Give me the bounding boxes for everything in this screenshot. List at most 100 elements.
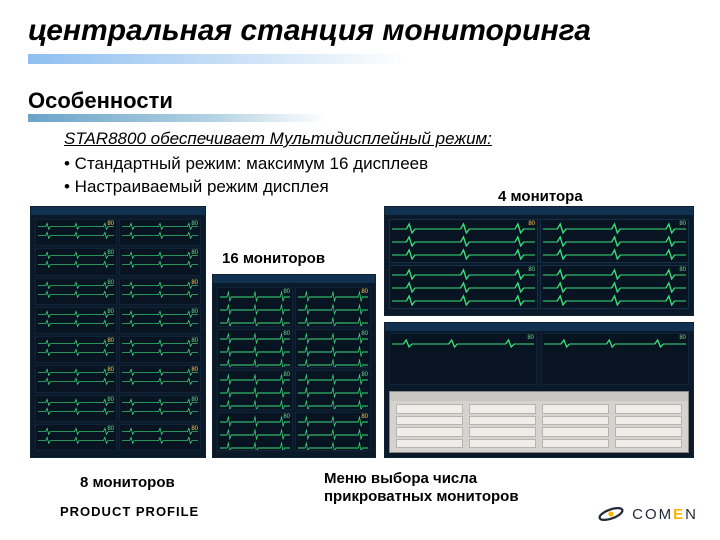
bullet-1: • Стандартный режим: максимум 16 дисплее…	[64, 153, 664, 176]
ecg-wave	[38, 348, 114, 356]
vital-number: 80	[283, 331, 290, 337]
dialog-cell	[542, 439, 609, 449]
ecg-wave	[298, 332, 368, 344]
monitor-cell: 80	[35, 307, 117, 334]
ecg-wave	[38, 231, 114, 239]
ecg-wave	[544, 338, 686, 348]
label-menu: Меню выбора числа прикроватных мониторов	[324, 470, 554, 506]
ecg-wave	[38, 368, 114, 376]
label-8-monitors: 8 мониторов	[80, 474, 175, 491]
vital-number: 80	[679, 335, 686, 341]
ecg-wave	[38, 427, 114, 435]
ecg-wave	[543, 222, 686, 234]
ecg-wave	[220, 415, 290, 427]
slide: центральная станция мониторинга Особенно…	[0, 0, 720, 540]
title-underline	[28, 54, 408, 64]
ecg-wave	[38, 339, 114, 347]
dialog-cell	[542, 416, 609, 426]
ecg-wave	[220, 290, 290, 302]
ecg-wave	[220, 345, 290, 357]
ecg-wave	[220, 358, 290, 369]
ecg-wave	[38, 260, 114, 268]
monitor-cell: 80	[541, 333, 689, 385]
ecg-wave	[220, 332, 290, 344]
monitor-grid-8: 8080808080808080	[217, 287, 371, 451]
vital-number: 80	[107, 221, 114, 227]
monitor-cell: 80	[35, 336, 117, 363]
dialog-cell	[469, 416, 536, 426]
label-16-monitors: 16 мониторов	[222, 250, 325, 267]
ecg-wave	[543, 294, 686, 306]
page-title-wrap: центральная станция мониторинга	[28, 14, 591, 48]
ecg-wave	[220, 386, 290, 398]
vital-number: 80	[528, 267, 535, 273]
screenshot-16-monitors: 80808080808080808080808080808080	[30, 206, 206, 458]
monitor-cell: 80	[119, 307, 201, 334]
monitor-cell: 80	[217, 370, 293, 410]
dialog-cell	[396, 404, 463, 414]
dialog-titlebar	[390, 392, 688, 401]
ecg-wave	[122, 319, 198, 327]
monitor-cell: 80	[295, 329, 371, 369]
ecg-wave	[543, 268, 686, 280]
ecg-wave	[392, 294, 535, 306]
label-4-monitors: 4 монитора	[498, 188, 583, 205]
screenshot-header	[385, 207, 693, 215]
screenshot-header	[213, 275, 375, 283]
monitor-cell: 80	[119, 336, 201, 363]
ecg-wave	[298, 441, 368, 452]
ecg-wave	[220, 428, 290, 440]
dialog-cell	[396, 427, 463, 437]
screenshot-menu: 80 80	[384, 322, 694, 458]
ecg-wave	[298, 428, 368, 440]
ecg-wave	[122, 281, 198, 289]
vital-number: 80	[361, 289, 368, 295]
vital-number: 80	[283, 372, 290, 378]
screenshot-4-monitors: 80 80 80 80	[384, 206, 694, 316]
ecg-wave	[38, 436, 114, 444]
vital-number: 80	[191, 338, 198, 344]
ecg-wave	[38, 290, 114, 298]
vital-number: 80	[679, 267, 686, 273]
vital-number: 80	[283, 414, 290, 420]
dialog-cell	[615, 416, 682, 426]
vital-number: 80	[107, 367, 114, 373]
ecg-wave	[122, 260, 198, 268]
section-underline	[28, 114, 328, 122]
ecg-wave	[220, 399, 290, 410]
monitor-cell: 80	[217, 412, 293, 452]
dialog-cell	[615, 427, 682, 437]
ecg-wave	[122, 427, 198, 435]
monitor-cell: 80	[35, 365, 117, 392]
monitor-cell: 80	[540, 265, 689, 309]
page-title: центральная станция мониторинга	[28, 14, 591, 48]
dialog-cell	[396, 439, 463, 449]
ecg-wave	[122, 251, 198, 259]
vital-number: 80	[679, 221, 686, 227]
ecg-wave	[122, 368, 198, 376]
monitor-cell: 80	[35, 424, 117, 451]
ecg-wave	[220, 373, 290, 385]
section-heading: Особенности	[28, 88, 173, 114]
ecg-wave	[220, 303, 290, 315]
vital-number: 80	[191, 280, 198, 286]
ecg-wave	[543, 248, 686, 260]
logo-e: E	[673, 506, 685, 523]
ecg-wave	[392, 222, 535, 234]
vital-number: 80	[283, 289, 290, 295]
ecg-wave	[122, 377, 198, 385]
footer-label: PRODUCT PROFILE	[60, 504, 199, 519]
ecg-wave	[298, 316, 368, 327]
ecg-wave	[38, 377, 114, 385]
vital-number: 80	[527, 335, 534, 341]
monitor-cell: 80	[217, 329, 293, 369]
vital-number: 80	[528, 221, 535, 227]
vital-number: 80	[191, 221, 198, 227]
ecg-wave	[220, 441, 290, 452]
dialog-cell	[469, 427, 536, 437]
dialog-grid	[396, 404, 682, 448]
ecg-wave	[38, 251, 114, 259]
logo-text: COMEN	[632, 506, 698, 523]
vital-number: 80	[107, 338, 114, 344]
vital-number: 80	[107, 309, 114, 315]
